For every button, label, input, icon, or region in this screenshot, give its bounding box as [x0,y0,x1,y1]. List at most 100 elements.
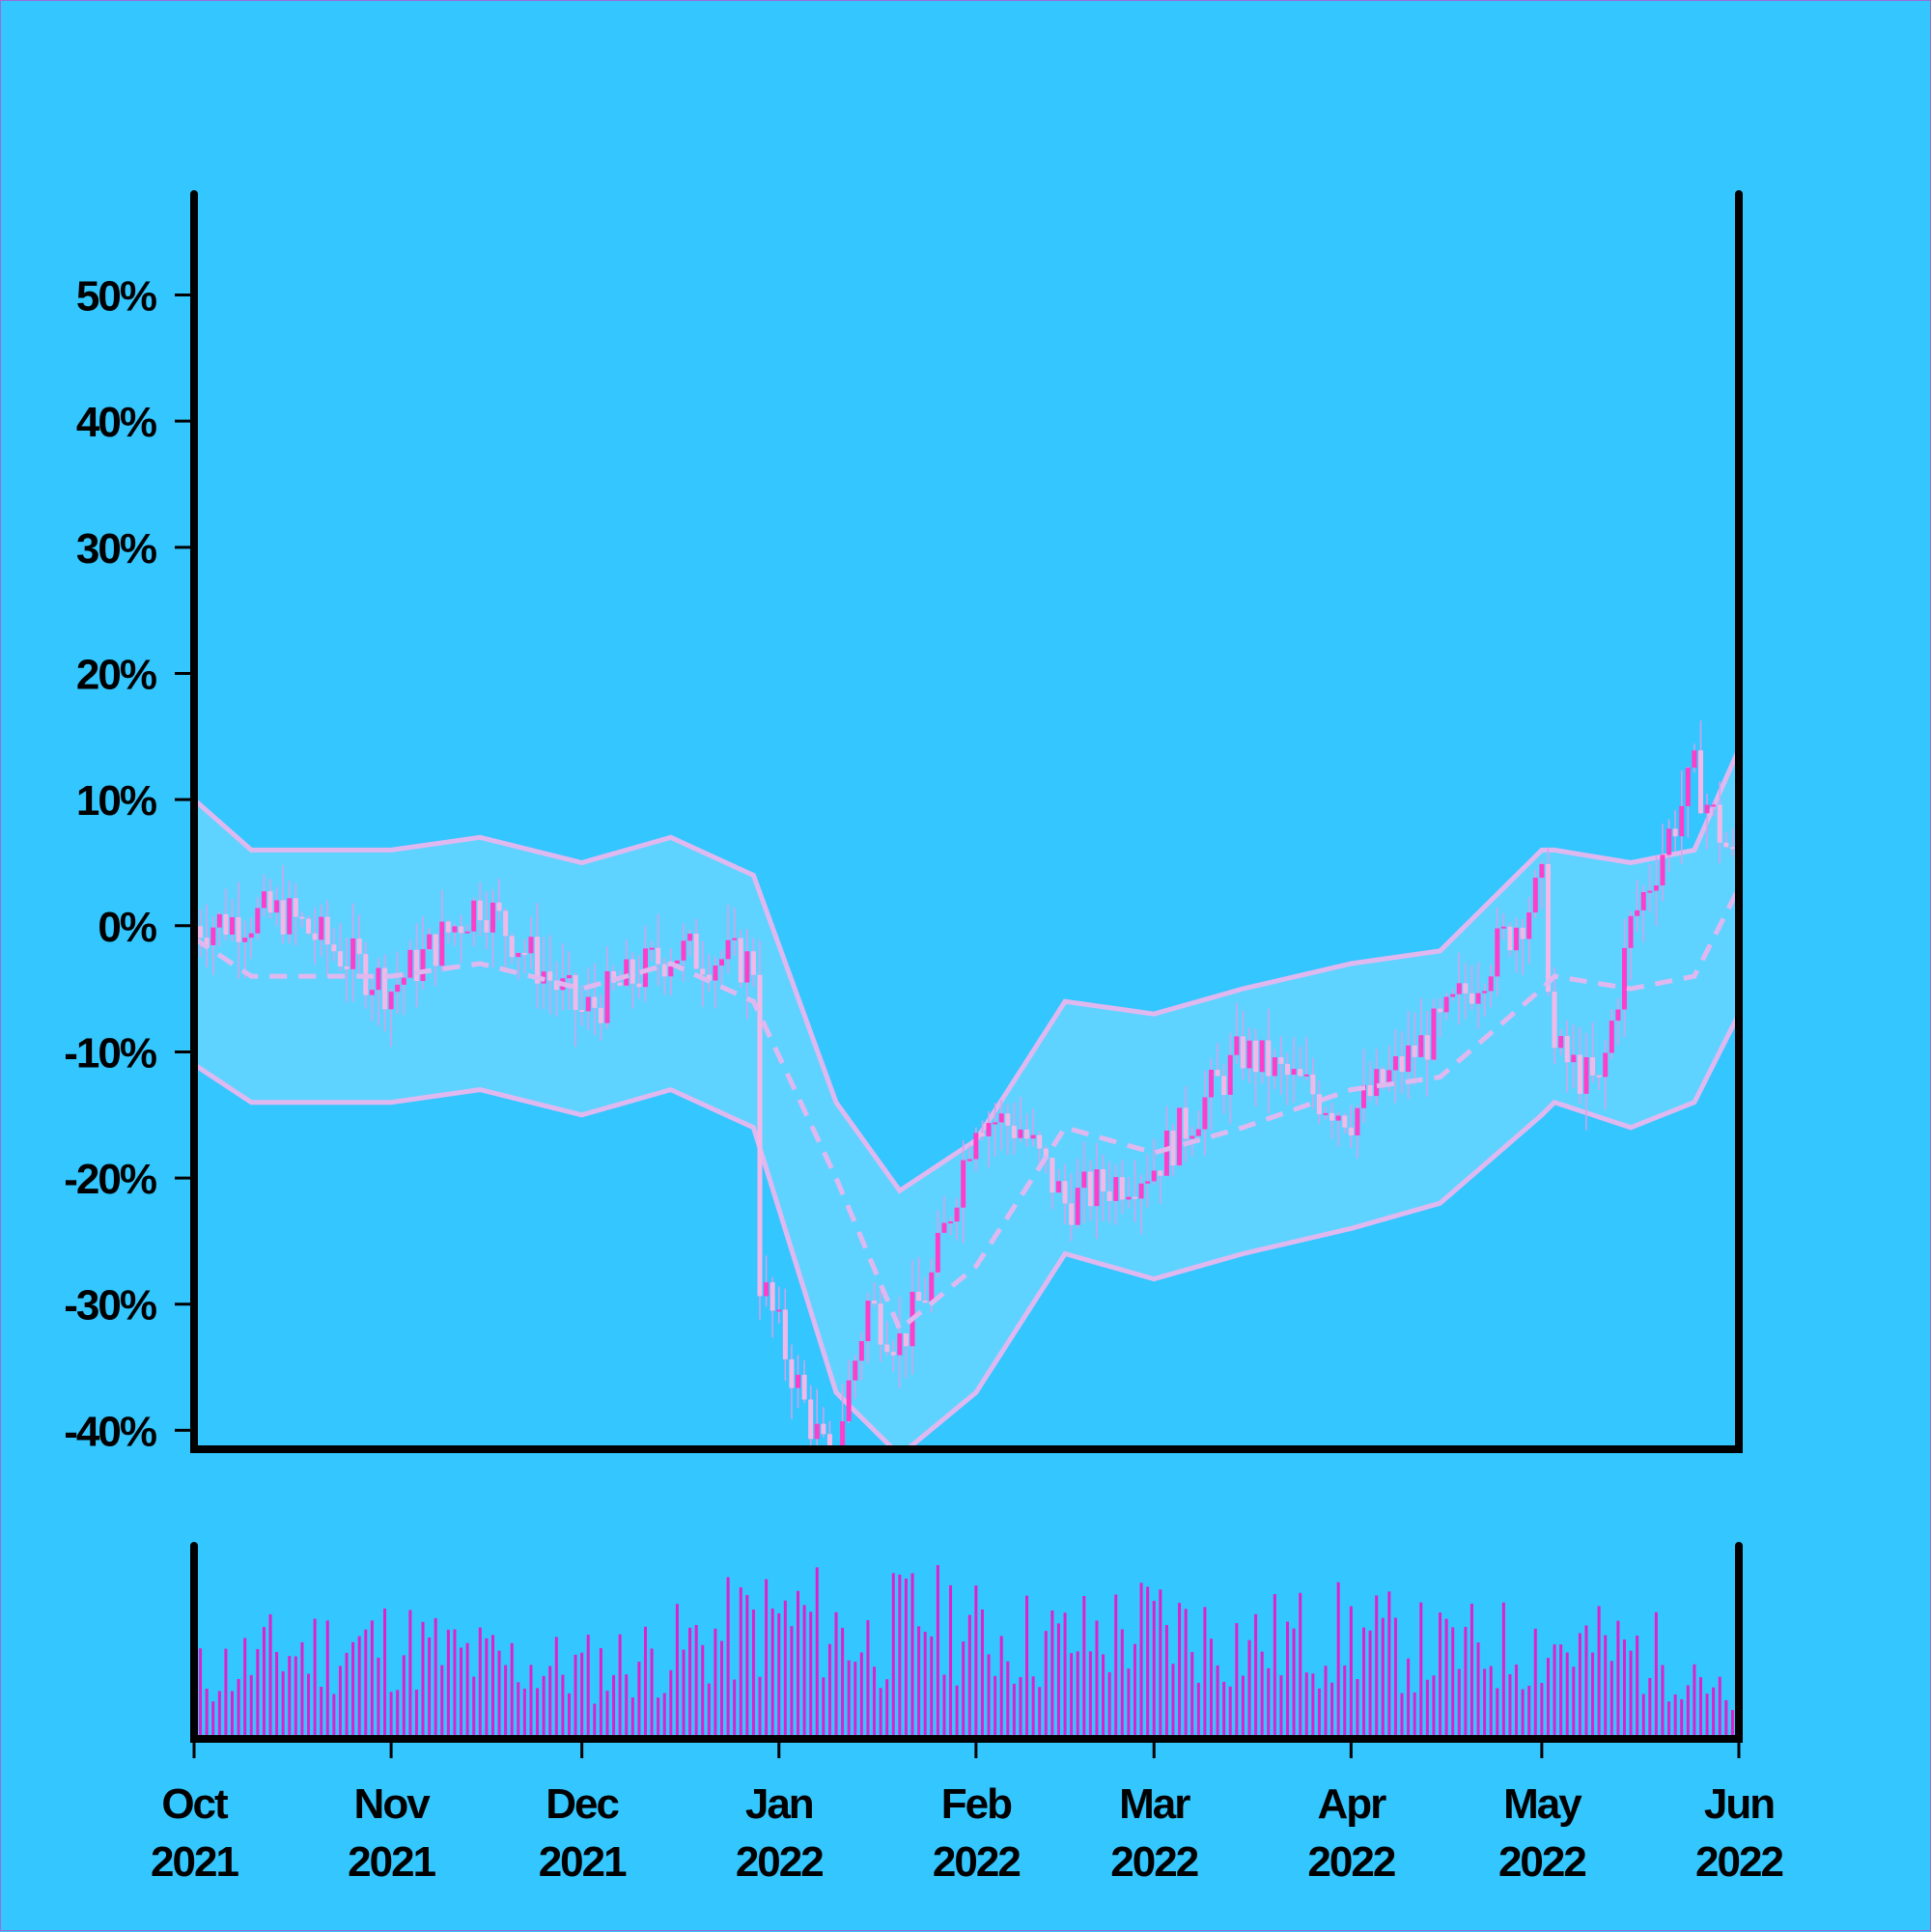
volume-bar [300,1641,304,1739]
volume-bar [841,1627,845,1739]
candle-body [267,891,273,913]
candle-body [210,927,216,945]
volume-bar [453,1629,457,1739]
volume-bar [1693,1664,1696,1739]
upper-band-line [194,747,1739,1194]
candle-body [1704,804,1710,814]
candle-body [413,949,419,982]
volume-bar [1597,1606,1601,1739]
candle-body [1138,1183,1144,1199]
volume-bar [917,1626,921,1739]
candle-body [427,934,433,950]
volume-bar [434,1617,437,1739]
moving-average [192,886,1742,1333]
candle-body [1520,927,1525,939]
candle-body [1234,1036,1240,1055]
volume-bar [396,1690,400,1739]
candle-body [1571,1054,1577,1063]
volume-bar [765,1579,769,1739]
volume-bar [548,1666,552,1739]
candle-body [1488,976,1494,992]
candle-body [922,1301,928,1303]
candle-body [1564,1036,1570,1063]
volume-bar [923,1632,927,1739]
candle-body [1412,1045,1417,1057]
candle-body [306,918,312,934]
volume-bar [974,1585,978,1739]
candle-body [1075,1188,1080,1225]
candle-body [1711,804,1717,807]
candle-body [1342,1115,1348,1128]
volume-bar [733,1679,737,1739]
candle-body [1615,1009,1621,1022]
volume-bar [1432,1675,1436,1739]
volume-bar [714,1628,717,1739]
candle-body [452,926,458,933]
candle-body [750,951,756,975]
candle-body [1507,926,1513,951]
candle-body [604,970,610,1023]
x-tick-label-year: 2022 [1307,1838,1394,1886]
candle-body [1119,1177,1125,1200]
volume-bar [1356,1679,1359,1739]
volume-bar [1311,1673,1315,1739]
volume-bar [739,1587,742,1739]
candle-body [961,1160,966,1208]
volume-bar [1088,1651,1092,1739]
candle-body [521,952,527,955]
candle-body [350,938,356,969]
candle-body [509,936,515,958]
volume-bar [834,1611,838,1739]
candle-body [1475,993,1481,1004]
candle-body [1692,750,1697,769]
candle-body [1469,993,1474,1004]
candle-body [516,952,521,958]
candle-body [732,938,738,940]
candle-body [1189,1135,1195,1139]
candle-body [617,982,623,986]
volume-bar [1267,1667,1271,1739]
volume-bar [1286,1621,1290,1739]
candle-body [382,967,388,1010]
volume-bar [1184,1609,1188,1739]
volume-bar [567,1693,571,1739]
candle-body [840,1420,846,1449]
volume-bar [1178,1603,1182,1739]
candle-body [674,960,680,964]
candle-body [445,921,451,933]
volume-bar [1082,1596,1086,1739]
volume-bar [1324,1666,1328,1739]
volume-bar [1393,1617,1397,1739]
volume-bar [268,1613,272,1739]
volume-bar [465,1642,469,1739]
volume-bar [281,1671,285,1739]
y-tick-label: 40% [76,399,156,446]
volume-bar [1546,1658,1550,1739]
candle-body [1335,1115,1341,1121]
candle-body [1685,768,1691,806]
volume-bar [446,1629,450,1739]
candle-body [255,908,261,934]
volume-bar [987,1654,991,1739]
candle-body [1113,1177,1119,1201]
volume-bar [1515,1664,1519,1739]
volume-bar [1667,1701,1671,1739]
volume-bar [1686,1685,1690,1739]
volume-bar [1469,1604,1473,1739]
volume-bar [783,1600,787,1739]
candle-body [1278,1057,1284,1064]
volume-bar [802,1605,806,1739]
candle-body [1539,863,1545,879]
volume-bar [1705,1694,1709,1739]
volume-bar [1591,1652,1595,1739]
axes [175,190,1743,1758]
volume-bar [1063,1612,1067,1739]
candle-body [649,947,655,950]
volume-bar [777,1612,781,1739]
candle-body [1215,1069,1220,1077]
volume-bar [885,1679,889,1739]
candle-body [198,926,204,938]
candle-body [624,959,630,986]
volume-bar [1171,1664,1175,1739]
volume-bar [1553,1644,1556,1739]
